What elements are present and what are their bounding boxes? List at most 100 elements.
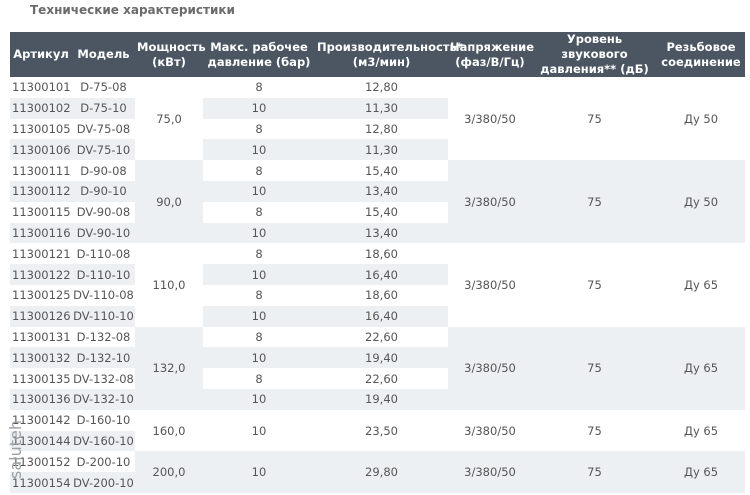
model: DV-90-08 [76,205,131,220]
voltage: 3/380/50 [448,326,532,410]
article: 11300136 [10,388,72,410]
table-row: 11300125 DV-110-08 8 18,60 [10,285,745,306]
voltage: 3/380/50 [464,111,516,126]
power: 160,0 [152,423,186,438]
pressure: 8 [255,163,263,178]
pressure: 10 [203,180,315,202]
column-header: Напряжение (фаз/В/Гц) [448,32,534,77]
article: 11300142 [12,413,71,428]
model: D-75-10 [72,97,135,119]
pressure: 8 [255,205,263,220]
thread: Ду 50 [657,160,745,244]
article: 11300112 [10,180,72,202]
article: 11300101 [12,80,71,95]
spec-table: Артикул Модель Мощность (кВт) Макс. рабочее… [10,32,745,493]
table-row: 11300106 DV-75-10 10 11,30 [10,139,745,161]
pressure: 10 [203,451,315,493]
table-row: 11300131 D-132-08 132,0 8 22,60 3/380/50 75 Ду … [10,326,745,410]
power: 200,0 [135,451,203,493]
table-row: 11300126 DV-110-10 10 16,40 [10,305,745,327]
pressure: 10 [203,305,315,327]
title: Технические характеристики [30,3,235,17]
column-header: Резьбовое соединение [657,32,745,77]
pressure: 8 [255,288,263,303]
column-header: Артикул [10,32,72,77]
flow: 23,50 [365,423,398,438]
voltage: 3/380/50 [464,423,516,438]
column-header: Производительность* (м3/мин) [315,32,463,77]
model: DV-90-10 [72,222,135,244]
model: DV-75-08 [76,121,131,136]
table-row: 11300144 DV-160-10 [10,430,745,452]
model: D-132-08 [76,329,131,344]
model: D-200-10 [76,454,131,469]
flow: 15,40 [365,163,398,178]
flow: 13,40 [315,180,448,202]
flow: 12,80 [365,80,398,95]
pressure: 10 [203,264,315,285]
flow: 16,40 [315,305,448,327]
column-header: Уровень звукового давления** (дБ) [532,32,657,77]
column-header: Модель [72,32,135,77]
noise: 75 [587,277,602,292]
model: DV-200-10 [72,472,135,493]
flow: 12,80 [365,121,398,136]
model: D-160-10 [76,413,131,428]
table-row: 11300152 D-200-10 200,0 10 29,80 3/380/50 75 Ду… [10,451,745,493]
model: D-132-10 [72,347,135,369]
article: 11300154 [10,472,72,493]
flow: 19,40 [315,388,448,410]
thread: Ду 50 [683,111,719,126]
pressure: 10 [203,347,315,369]
article: 11300106 [10,139,72,161]
model: D-110-10 [72,264,135,285]
article: 11300116 [10,222,72,244]
article: 11300115 [12,205,71,220]
table-row: 11300122 D-110-10 10 16,40 [10,264,745,285]
pressure: 8 [255,80,263,95]
table-row: 11300101 D-75-08 75,0 8 12,80 3/380/50 75 Ду 50 [10,77,745,125]
flow: 22,60 [365,329,398,344]
article: 11300132 [10,347,72,369]
flow: 13,40 [315,222,448,244]
article: 11300111 [12,163,71,178]
table-row: 11300105 DV-75-08 8 12,80 [10,119,745,140]
model: D-75-08 [80,80,127,95]
column-header: Мощность (кВт) [135,32,206,77]
pressure: 10 [203,222,315,244]
flow: 18,60 [365,246,398,261]
table-row: 11300136 DV-132-10 10 19,40 [10,388,745,410]
model: DV-75-10 [72,139,135,161]
watermark: saluteh [5,420,25,479]
noise: 75 [587,111,602,126]
table-body: 11300101 D-75-08 75,0 8 12,80 3/380/50 75 Ду 50… [10,77,745,493]
article: 11300135 [12,371,71,386]
power: 90,0 [135,160,203,244]
article: 11300144 [10,430,72,452]
model: D-110-08 [76,246,131,261]
table-row: 11300121 D-110-08 110,0 8 18,60 3/380/50 75 Ду … [10,243,745,292]
article: 11300126 [10,305,72,327]
table-row: 11300132 D-132-10 10 19,40 [10,347,745,369]
noise: 75 [532,326,657,410]
model: DV-132-10 [72,388,135,410]
noise: 75 [587,423,602,438]
header-row: Артикул Модель Мощность (кВт) Макс. рабочее… [10,32,745,77]
table-row: 11300111 D-90-08 90,0 8 15,40 3/380/50 75 Ду 50 [10,160,745,244]
model: D-90-08 [80,163,127,178]
pressure: 8 [255,246,263,261]
voltage: 3/380/50 [464,277,516,292]
table-row: 11300116 DV-90-10 10 13,40 [10,222,745,244]
table-row: 11300112 D-90-10 10 13,40 [10,180,745,202]
article: 11300152 [12,454,71,469]
article: 11300105 [12,121,71,136]
table-row: 11300102 D-75-10 10 11,30 [10,97,745,119]
thread: Ду 65 [683,277,719,292]
noise: 75 [532,451,657,493]
model: DV-110-10 [72,305,135,327]
flow: 16,40 [315,264,448,285]
table-row: 11300135 DV-132-08 8 22,60 [10,368,745,389]
voltage: 3/380/50 [448,451,532,493]
flow: 11,30 [315,139,448,161]
